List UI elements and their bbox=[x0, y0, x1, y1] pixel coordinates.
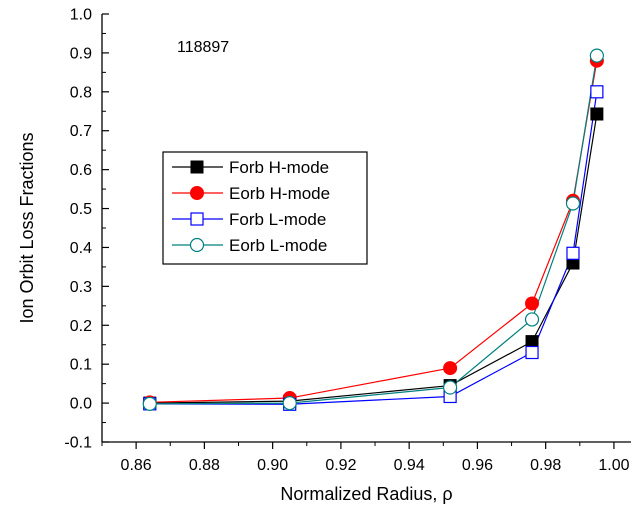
axes: -0.1 0.0 0.1 0.2 0.3 0.4 0.5 0.6 0.7 0.8 0.9 1.0 0.8… bbox=[64, 7, 631, 474]
legend-marker bbox=[189, 237, 205, 253]
y-tick-label: 0.7 bbox=[70, 123, 92, 140]
markers-layer bbox=[142, 48, 604, 411]
data-point-series-2 bbox=[525, 296, 540, 311]
series-line-4 bbox=[149, 55, 598, 405]
data-point-series-3 bbox=[525, 345, 539, 360]
legend-marker bbox=[190, 160, 204, 174]
legend-label: Forb L-mode bbox=[229, 210, 326, 229]
data-point-series-4 bbox=[282, 395, 297, 411]
y-tick-label: 0.5 bbox=[70, 201, 92, 218]
y-axis-title: Ion Orbit Loss Fractions bbox=[17, 132, 37, 323]
legend: Forb H-mode Eorb H-mode Forb L-mode Eorb L-… bbox=[162, 151, 368, 265]
x-tick-label: 0.96 bbox=[462, 457, 493, 474]
y-tick-label: 0.0 bbox=[70, 396, 92, 413]
x-tick-label: 0.94 bbox=[394, 457, 425, 474]
y-tick-label: 0.8 bbox=[70, 84, 92, 101]
series-line-1 bbox=[149, 113, 598, 404]
legend-marker bbox=[190, 212, 204, 226]
legend-label: Eorb L-mode bbox=[229, 236, 327, 255]
y-tick-label: 0.3 bbox=[70, 279, 92, 296]
data-point-series-2 bbox=[443, 361, 458, 376]
data-point-series-1 bbox=[525, 335, 539, 349]
legend-label: Forb H-mode bbox=[229, 158, 329, 177]
legend-marker bbox=[190, 186, 204, 200]
data-point-series-4 bbox=[443, 380, 458, 395]
y-tick-label: 1.0 bbox=[70, 7, 92, 24]
x-tick-label: 0.92 bbox=[325, 457, 356, 474]
x-tick-label: 0.86 bbox=[121, 457, 152, 474]
data-point-series-1 bbox=[590, 107, 604, 121]
data-point-series-4 bbox=[589, 48, 604, 63]
data-point-series-3 bbox=[590, 85, 604, 99]
y-tick-label: -0.1 bbox=[64, 435, 92, 452]
y-tick-label: 0.9 bbox=[70, 45, 92, 62]
x-tick-label: 0.88 bbox=[189, 457, 220, 474]
legend-label: Eorb H-mode bbox=[229, 184, 330, 203]
series-line-3 bbox=[149, 91, 598, 405]
x-tick-label: 1.00 bbox=[598, 457, 629, 474]
data-point-series-4 bbox=[565, 196, 581, 211]
series-layer bbox=[149, 55, 598, 405]
data-point-series-3 bbox=[566, 246, 580, 260]
x-tick-label: 0.98 bbox=[530, 457, 561, 474]
y-tick-label: 0.6 bbox=[70, 162, 92, 179]
shot-number-annotation: 118897 bbox=[177, 39, 229, 56]
data-point-series-4 bbox=[142, 396, 157, 411]
y-tick-label: 0.4 bbox=[70, 240, 92, 257]
x-tick-label: 0.90 bbox=[257, 457, 288, 474]
x-axis-title: Normalized Radius, ρ bbox=[280, 484, 452, 504]
y-tick-label: 0.2 bbox=[70, 318, 92, 335]
data-point-series-4 bbox=[524, 312, 540, 327]
y-tick-label: 0.1 bbox=[70, 357, 92, 374]
